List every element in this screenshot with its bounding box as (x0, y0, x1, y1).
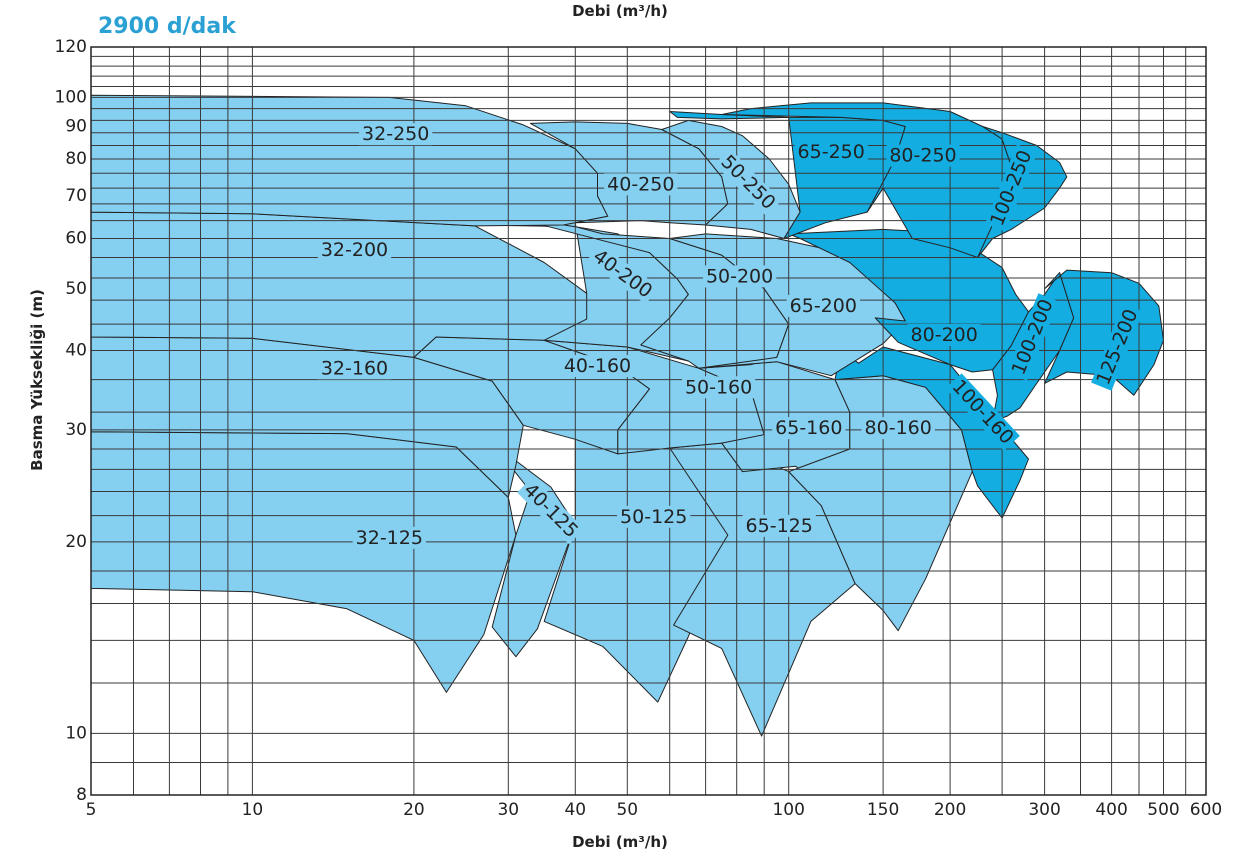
region-label-bg (560, 355, 635, 378)
region-label-bg (985, 144, 1038, 232)
x-tick-label: 200 (934, 800, 966, 820)
region-label-bg (617, 505, 691, 528)
region-label-50-200: 50-200 (706, 265, 773, 287)
region-label-bg (1006, 293, 1059, 381)
region-label-bg (352, 526, 426, 549)
region-32-200 (90, 211, 593, 358)
x-axis-title: Debi (m³/h) (572, 833, 668, 851)
y-tick-label: 60 (65, 229, 87, 249)
region-label-bg (702, 265, 777, 288)
region-32-125 (90, 431, 517, 693)
y-tick-label: 80 (65, 149, 87, 169)
speed-title: 2900 d/dak (98, 14, 236, 39)
region-label-80-200: 80-200 (911, 324, 978, 346)
x-tick-label: 150 (867, 800, 899, 820)
region-label-bg (907, 324, 981, 346)
x-tick-label: 5 (86, 800, 97, 820)
y-tick-label: 20 (65, 532, 87, 552)
region-label-50-125: 50-125 (620, 506, 687, 528)
region-label-65-250: 65-250 (798, 141, 865, 163)
region-label-bg (681, 376, 756, 399)
y-tick-label: 40 (65, 341, 87, 361)
x-tick-label: 500 (1147, 800, 1179, 820)
x-tick-label: 10 (242, 800, 264, 820)
region-label-32-125: 32-125 (356, 527, 423, 549)
y-tick-label: 10 (65, 723, 87, 743)
region-label-bg (586, 243, 659, 305)
x-tick-label: 100 (772, 800, 804, 820)
region-label-40-250: 40-250 (607, 173, 674, 195)
region-label-80-160: 80-160 (865, 417, 932, 439)
region-label-65-125: 65-125 (746, 515, 813, 537)
region-label-bg (742, 514, 816, 537)
x-tick-label: 30 (497, 800, 519, 820)
x-tick-label: 600 (1190, 800, 1222, 820)
region-label-bg (359, 123, 433, 146)
y-tick-label: 120 (55, 37, 87, 57)
region-label-bg (945, 373, 1020, 451)
region-label-bg (786, 294, 860, 317)
region-label-32-160: 32-160 (321, 357, 388, 379)
y-tick-label: 50 (65, 279, 87, 299)
y-tick-label: 30 (65, 420, 87, 440)
region-label-bg (772, 417, 846, 440)
region-label-40-160: 40-160 (564, 355, 631, 377)
region-label-bg (517, 476, 585, 545)
region-label-bg (317, 239, 392, 262)
x-tick-label: 40 (564, 800, 586, 820)
y-tick-label: 90 (65, 117, 87, 137)
region-label-bg (886, 144, 960, 167)
region-label-bg (714, 148, 782, 217)
region-32-250 (90, 94, 609, 227)
region-label-80-250: 80-250 (889, 145, 956, 167)
plot-frame (90, 46, 1207, 796)
region-label-bg (317, 357, 392, 380)
region-label-bg (794, 141, 868, 164)
x-tick-label: 300 (1028, 800, 1060, 820)
region-label-bg (604, 173, 678, 196)
y-tick-label: 100 (55, 87, 87, 107)
top-axis-title: Debi (m³/h) (572, 2, 668, 20)
region-label-32-250: 32-250 (362, 123, 429, 145)
region-label-65-200: 65-200 (790, 295, 857, 317)
region-label-65-160: 65-160 (775, 417, 842, 439)
y-axis-title: Basma Yüksekliği (m) (28, 289, 46, 471)
tick-label-layer: 5 10 20 30 40 50 100 150 200 300 400 500 600 8 10 20 30 4… (55, 37, 1223, 820)
region-label-50-160: 50-160 (685, 376, 752, 398)
y-tick-label: 70 (65, 186, 87, 206)
x-tick-label: 50 (616, 800, 638, 820)
y-tick-label: 8 (76, 785, 87, 805)
x-tick-label: 20 (403, 800, 425, 820)
x-tick-label: 400 (1095, 800, 1127, 820)
region-label-bg (861, 417, 935, 440)
region-label-32-200: 32-200 (321, 239, 388, 261)
region-label-bg (1091, 303, 1144, 391)
